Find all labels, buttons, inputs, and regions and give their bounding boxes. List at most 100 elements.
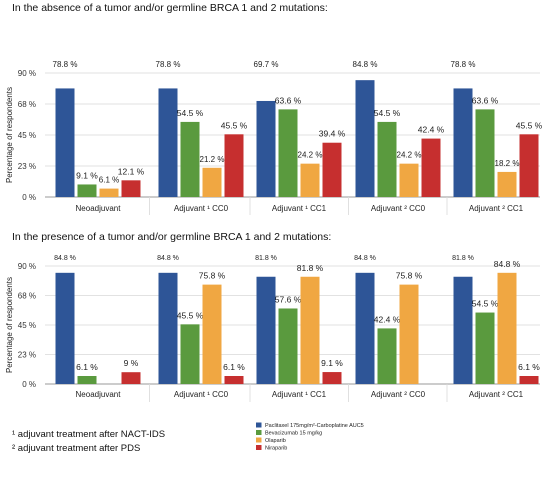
y-tick-label: 45 %: [18, 131, 36, 140]
y-tick-label: 68 %: [18, 100, 36, 109]
bar: [77, 184, 97, 197]
data-label: 6.1 %: [518, 362, 540, 372]
y-tick-label: 23 %: [18, 162, 36, 171]
category-label: Adjuvant ¹ CC1: [272, 390, 327, 399]
bar: [256, 100, 276, 197]
bar: [121, 372, 141, 384]
data-label: 75.8 %: [199, 271, 226, 281]
data-label: 6.1 %: [76, 362, 98, 372]
bar: [55, 272, 75, 384]
bar: [278, 308, 298, 384]
data-label: 69.7 %: [254, 60, 279, 69]
data-label: 21.2 %: [200, 155, 225, 164]
data-label: 78.8 %: [53, 60, 78, 69]
y-tick-label: 90 %: [18, 262, 36, 271]
data-label: 45.5 %: [177, 310, 204, 320]
bar: [158, 88, 178, 197]
data-label: 18.2 %: [495, 159, 520, 168]
data-label: 57.6 %: [275, 294, 302, 304]
bar: [475, 312, 495, 384]
bar: [55, 88, 75, 197]
bar: [355, 272, 375, 384]
category-label: Adjuvant ² CC0: [371, 390, 426, 399]
bar: [300, 163, 320, 197]
bar: [497, 171, 517, 197]
bar: [202, 284, 222, 384]
data-label: 63.6 %: [275, 95, 302, 105]
legend-swatch: [256, 445, 262, 450]
category-label: Adjuvant ¹ CC0: [174, 204, 229, 213]
bar: [180, 324, 200, 384]
chart-panel-1: In the absence of a tumor and/or germlin…: [5, 2, 543, 215]
bar: [377, 121, 397, 197]
legend-swatch: [256, 437, 262, 443]
data-label: 45.5 %: [516, 120, 543, 130]
bar: [256, 276, 276, 384]
bar: [322, 372, 342, 384]
data-label: 81.8 %: [452, 255, 474, 262]
bar: [519, 376, 539, 384]
data-label: 9.1 %: [321, 358, 343, 368]
data-label: 84.8 %: [354, 255, 376, 262]
data-label: 81.8 %: [255, 255, 277, 262]
data-label: 54.5 %: [177, 108, 204, 118]
bar: [224, 376, 244, 384]
legend-swatch: [256, 430, 262, 435]
chart-title: In the presence of a tumor and/or germli…: [12, 231, 331, 243]
legend-entry: Niraparib: [265, 446, 287, 452]
bar: [121, 180, 141, 197]
data-label: 84.8 %: [494, 259, 521, 269]
data-label: 42.4 %: [374, 314, 401, 324]
legend-entry: Paclitaxel 175mg/m²-Carboplatine AUC5: [265, 423, 364, 429]
data-label: 9.1 %: [76, 170, 98, 180]
data-label: 54.5 %: [472, 299, 499, 309]
data-label: 75.8 %: [396, 271, 423, 281]
footnote-2: ² adjuvant treatment after PDS: [12, 443, 140, 454]
y-axis-label: Percentage of respondents: [5, 277, 14, 373]
data-label: 45.5 %: [221, 120, 248, 130]
bar: [224, 134, 244, 197]
y-tick-label: 23 %: [18, 351, 36, 360]
data-label: 84.8 %: [157, 255, 179, 262]
data-label: 54.5 %: [374, 108, 401, 118]
y-tick-label: 68 %: [18, 292, 36, 301]
data-label: 6.1 %: [99, 176, 119, 185]
y-axis-label: Percentage of respondents: [5, 87, 14, 183]
bar: [158, 272, 178, 384]
bar: [377, 328, 397, 384]
legend-entry: Olaparib: [265, 438, 286, 444]
chart-title: In the absence of a tumor and/or germlin…: [12, 2, 328, 14]
data-label: 9 %: [124, 358, 139, 368]
data-label: 42.4 %: [418, 125, 445, 135]
bar: [355, 80, 375, 197]
data-label: 81.8 %: [297, 263, 324, 273]
data-label: 84.8 %: [353, 60, 378, 69]
category-label: Neoadjuvant: [76, 204, 122, 213]
footnote-1: ¹ adjuvant treatment after NACT-IDS: [12, 429, 165, 440]
legend-entry: Bevacizumab 15 mg/kg: [265, 431, 322, 437]
bar: [421, 138, 441, 197]
data-label: 24.2 %: [298, 151, 323, 160]
data-label: 84.8 %: [54, 255, 76, 262]
bar: [519, 134, 539, 197]
y-tick-label: 0 %: [22, 380, 36, 389]
legend-swatch: [256, 422, 262, 428]
bar: [322, 142, 342, 197]
category-label: Neoadjuvant: [76, 390, 122, 399]
bar: [399, 163, 419, 197]
data-label: 24.2 %: [397, 151, 422, 160]
y-tick-label: 0 %: [22, 193, 36, 202]
bar: [77, 376, 97, 384]
data-label: 12.1 %: [118, 166, 145, 176]
data-label: 78.8 %: [156, 60, 181, 69]
data-label: 39.4 %: [319, 129, 346, 139]
chart-panel-2: In the presence of a tumor and/or germli…: [5, 231, 540, 402]
data-label: 78.8 %: [451, 60, 476, 69]
bar: [99, 188, 119, 197]
category-label: Adjuvant ² CC1: [469, 204, 524, 213]
bar: [475, 109, 495, 197]
bar: [202, 167, 222, 197]
bar: [180, 121, 200, 197]
y-tick-label: 45 %: [18, 321, 36, 330]
